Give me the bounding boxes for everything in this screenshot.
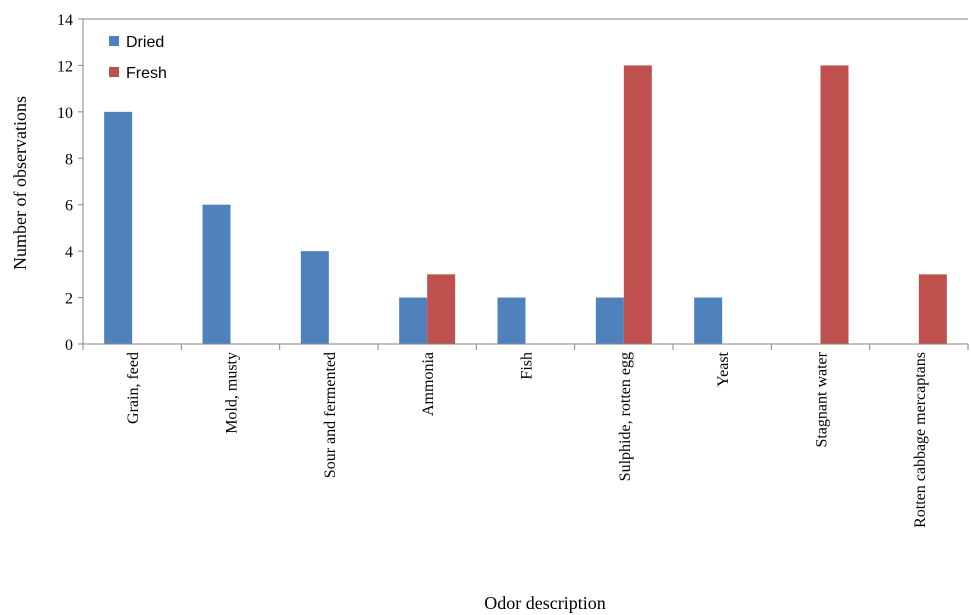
x-tick-label: Sulphide, rotten egg [617,352,634,481]
bar-fresh [918,274,947,344]
bars-group [104,65,947,344]
y-tick-label: 2 [65,291,73,308]
bar-fresh [623,65,652,344]
x-ticks-group: Grain, feed Mold, musty Sour and fermented… [82,344,969,528]
x-tick-label: Grain, feed [125,352,142,424]
x-tick-label: Ammonia [420,352,437,416]
y-tick-label: 8 [65,151,73,168]
bar-fresh [427,274,456,344]
x-axis-title: Odor description [484,593,605,613]
bar-dried [399,297,428,344]
bar-fresh [820,65,849,344]
y-axis-title: Number of observations [10,96,30,270]
bar-dried [104,111,133,344]
legend-label: Dried [126,34,164,51]
y-tick-label: 10 [57,105,73,122]
x-tick-label: Rotten cabbage mercaptans [912,352,929,528]
axes-group [82,18,968,345]
y-ticks-group: 0 2 4 6 8 10 12 14 [57,12,83,354]
bar-dried [202,204,231,344]
legend-swatch [109,36,119,46]
legend-label: Fresh [126,65,167,82]
y-tick-label: 0 [65,337,73,354]
x-tick-label: Sour and fermented [322,352,339,478]
x-tick-label: Stagnant water [814,351,831,447]
bar-dried [595,297,624,344]
y-tick-label: 12 [57,58,73,75]
y-tick-label: 6 [65,198,73,215]
legend: Dried Fresh [109,34,167,82]
y-tick-label: 14 [57,12,73,29]
bar-dried [694,297,723,344]
y-tick-label: 4 [65,244,73,261]
legend-swatch [109,67,119,77]
bar-dried [497,297,526,344]
x-tick-label: Fish [519,352,536,380]
x-tick-label: Yeast [715,351,732,386]
bar-dried [300,251,329,344]
x-tick-label: Mold, musty [224,352,241,434]
